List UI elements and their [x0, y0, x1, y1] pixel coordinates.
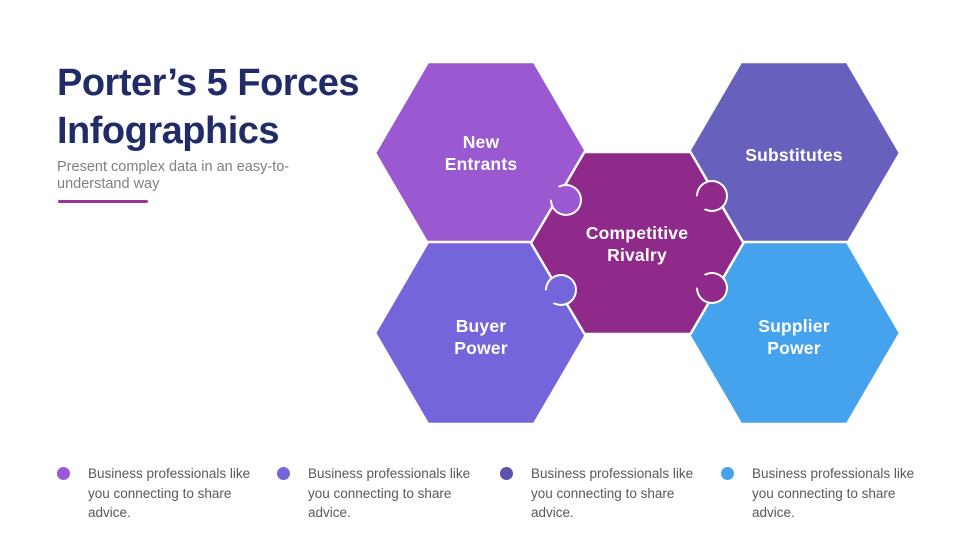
- puzzle-knob-buyer-power: [542, 274, 577, 306]
- legend-item: Business professionals like you connecti…: [277, 464, 487, 523]
- legend-text: Business professionals like you connecti…: [308, 466, 471, 520]
- title-underline: [58, 200, 148, 203]
- legend-text: Business professionals like you connecti…: [531, 466, 694, 520]
- puzzle-knob-new-entrants: [547, 184, 582, 216]
- puzzle-knob-rivalry-right-bottom: [693, 272, 728, 304]
- hexagon-label-substitutes: Substitutes: [745, 145, 843, 165]
- page-title: Porter’s 5 Forces Infographics: [57, 62, 359, 153]
- hexagon-label-competitive-rivalry: Competitive Rivalry: [585, 223, 689, 265]
- hexagon-competitive-rivalry: [529, 150, 745, 336]
- hexagon-label-supplier-power: Supplier Power: [758, 316, 830, 358]
- legend-dot: [57, 467, 70, 480]
- page-subtitle: Present complex data in an easy-to-under…: [57, 158, 290, 192]
- legend-text: Business professionals like you connecti…: [88, 466, 251, 520]
- legend-item: Business professionals like you connecti…: [500, 464, 710, 523]
- hexagon-label-new-entrants: New Entrants: [444, 132, 518, 174]
- legend-dot: [500, 467, 513, 480]
- legend-dot: [277, 467, 290, 480]
- legend-text: Business professionals like you connecti…: [752, 466, 915, 520]
- legend-dot: [721, 467, 734, 480]
- legend-item: Business professionals like you connecti…: [721, 464, 931, 523]
- legend-item: Business professionals like you connecti…: [57, 464, 267, 523]
- puzzle-knob-rivalry-right-top: [693, 180, 728, 212]
- hexagon-label-buyer-power: Buyer Power: [454, 316, 508, 358]
